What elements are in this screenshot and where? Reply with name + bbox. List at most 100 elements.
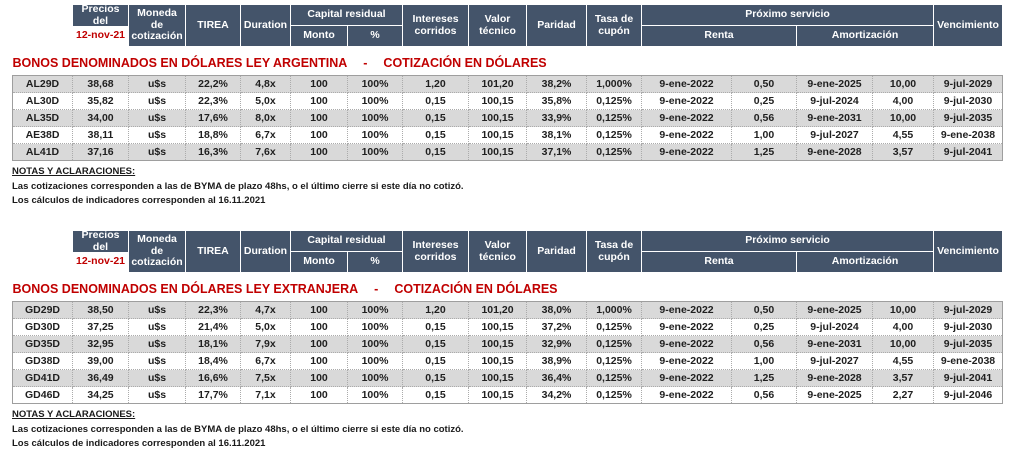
tirea-cell: 17,6%	[185, 109, 241, 127]
valor-tecnico-cell: 100,15	[468, 386, 528, 404]
col-header-proximo-servicio: Próximo servicio	[641, 230, 935, 252]
price-cell: 38,11	[72, 126, 129, 144]
vencimiento-cell: 9-jul-2035	[933, 335, 1004, 353]
price-cell: 38,50	[72, 301, 129, 319]
col-header-moneda: Moneda de cotización	[128, 4, 186, 47]
vencimiento-cell: 9-jul-2030	[933, 318, 1004, 336]
table-row: GD41D 36,49 u$s 16,6% 7,5x 100 100% 0,15 100,15 3…	[12, 369, 1004, 387]
note-line: Las cotizaciones corresponden a las de B…	[12, 181, 464, 192]
paridad-cell: 32,9%	[526, 335, 588, 353]
price-cell: 37,16	[72, 143, 129, 161]
ticker-cell: GD35D	[12, 335, 73, 353]
col-header-moneda: Moneda de cotización	[128, 230, 186, 273]
col-header-capital-residual: Capital residual	[289, 4, 404, 26]
currency-cell: u$s	[128, 369, 186, 387]
col-header-paridad: Paridad	[526, 4, 588, 47]
monto-cell: 100	[290, 386, 348, 404]
ticker-cell: AL35D	[12, 109, 73, 127]
valor-tecnico-cell: 100,15	[468, 92, 528, 110]
amortizacion-fecha-cell: 9-ene-2025	[796, 386, 874, 404]
valor-tecnico-cell: 100,15	[468, 352, 528, 370]
monto-cell: 100	[290, 92, 348, 110]
bonds-ley-argentina-section: Precios del 12-nov-21 Moneda de cotizaci…	[12, 3, 1010, 206]
percent-cell: 100%	[347, 386, 404, 404]
tasa-cupon-cell: 0,125%	[586, 386, 643, 404]
amortizacion-monto-cell: 4,00	[872, 318, 935, 336]
ticker-cell: AE38D	[12, 126, 73, 144]
col-header-tirea: TIREA	[185, 230, 241, 273]
title-separator: -	[363, 56, 368, 70]
col-header-tasa-cupon: Tasa de cupón	[586, 4, 643, 47]
amortizacion-monto-cell: 4,00	[872, 92, 935, 110]
amortizacion-monto-cell: 10,00	[872, 335, 935, 353]
tasa-cupon-cell: 1,000%	[586, 75, 643, 93]
price-cell: 37,25	[72, 318, 129, 336]
precios-del-label: Precios del	[73, 3, 128, 26]
valor-tecnico-cell: 101,20	[468, 75, 528, 93]
vencimiento-cell: 9-jul-2029	[933, 75, 1004, 93]
col-header-tirea: TIREA	[185, 4, 241, 47]
price-cell: 34,25	[72, 386, 129, 404]
title-separator: -	[374, 282, 379, 296]
table-title: BONOS DENOMINADOS EN DÓLARES LEY ARGENTI…	[12, 56, 547, 70]
ticker-cell: GD41D	[12, 369, 73, 387]
percent-cell: 100%	[347, 75, 404, 93]
monto-cell: 100	[290, 126, 348, 144]
ticker-cell: GD30D	[12, 318, 73, 336]
price-cell: 36,49	[72, 369, 129, 387]
vencimiento-cell: 9-jul-2041	[933, 143, 1004, 161]
amortizacion-fecha-cell: 9-ene-2028	[796, 143, 874, 161]
renta-fecha-cell: 9-ene-2022	[641, 352, 733, 370]
monto-cell: 100	[290, 109, 348, 127]
renta-fecha-cell: 9-ene-2022	[641, 126, 733, 144]
note-line: Los cálculos de indicadores corresponden…	[12, 195, 266, 206]
notes-block: NOTAS Y ACLARACIONES: Las cotizaciones c…	[12, 409, 1010, 449]
bonds-table-argentina: Precios del 12-nov-21 Moneda de cotizaci…	[12, 3, 1004, 161]
ticker-cell: GD38D	[12, 352, 73, 370]
paridad-cell: 36,4%	[526, 369, 588, 387]
percent-cell: 100%	[347, 352, 404, 370]
amortizacion-monto-cell: 10,00	[872, 301, 935, 319]
renta-fecha-cell: 9-ene-2022	[641, 109, 733, 127]
currency-cell: u$s	[128, 92, 186, 110]
vencimiento-cell: 9-jul-2046	[933, 386, 1004, 404]
currency-cell: u$s	[128, 335, 186, 353]
duration-cell: 6,7x	[240, 126, 291, 144]
paridad-cell: 38,9%	[526, 352, 588, 370]
currency-cell: u$s	[128, 126, 186, 144]
renta-monto-cell: 0,50	[731, 75, 798, 93]
table-title: BONOS DENOMINADOS EN DÓLARES LEY EXTRANJ…	[12, 282, 558, 296]
renta-monto-cell: 0,56	[731, 335, 798, 353]
ticker-cell: AL41D	[12, 143, 73, 161]
duration-cell: 4,8x	[240, 75, 291, 93]
tirea-cell: 22,3%	[185, 301, 241, 319]
percent-cell: 100%	[347, 126, 404, 144]
paridad-cell: 37,1%	[526, 143, 588, 161]
vencimiento-cell: 9-jul-2035	[933, 109, 1004, 127]
table-row: AE38D 38,11 u$s 18,8% 6,7x 100 100% 0,15 100,15 3…	[12, 126, 1004, 144]
monto-cell: 100	[290, 335, 348, 353]
currency-cell: u$s	[128, 75, 186, 93]
amortizacion-fecha-cell: 9-jul-2027	[796, 126, 874, 144]
precios-del-label: Precios del	[73, 229, 128, 252]
paridad-cell: 35,8%	[526, 92, 588, 110]
percent-cell: 100%	[347, 318, 404, 336]
renta-monto-cell: 0,25	[731, 92, 798, 110]
price-date-label: 12-nov-21	[73, 26, 128, 46]
paridad-cell: 38,1%	[526, 126, 588, 144]
valor-tecnico-cell: 100,15	[468, 143, 528, 161]
table-title-row: BONOS DENOMINADOS EN DÓLARES LEY ARGENTI…	[12, 46, 1003, 76]
table-row: GD35D 32,95 u$s 18,1% 7,9x 100 100% 0,15 100,15 3…	[12, 335, 1004, 353]
intereses-cell: 0,15	[402, 352, 470, 370]
tirea-cell: 16,6%	[185, 369, 241, 387]
tasa-cupon-cell: 0,125%	[586, 352, 643, 370]
intereses-cell: 0,15	[402, 109, 470, 127]
tasa-cupon-cell: 1,000%	[586, 301, 643, 319]
valor-tecnico-cell: 100,15	[468, 369, 528, 387]
valor-tecnico-cell: 100,15	[468, 335, 528, 353]
col-header-tasa-cupon: Tasa de cupón	[586, 230, 643, 273]
amortizacion-fecha-cell: 9-ene-2028	[796, 369, 874, 387]
col-header-paridad: Paridad	[526, 230, 588, 273]
col-header-renta: Renta	[641, 25, 798, 47]
note-line: Los cálculos de indicadores corresponden…	[12, 438, 266, 449]
